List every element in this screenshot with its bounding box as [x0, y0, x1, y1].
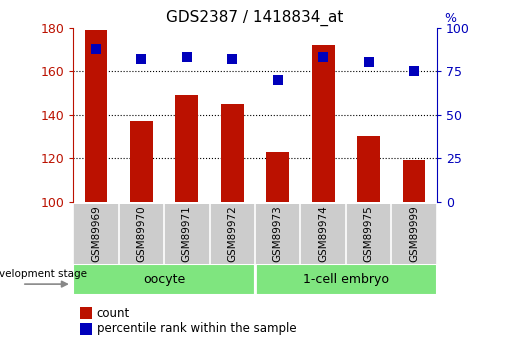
Point [410, 68, 418, 74]
Title: GDS2387 / 1418834_at: GDS2387 / 1418834_at [166, 10, 344, 26]
Point [183, 55, 191, 60]
Point [274, 77, 282, 83]
Text: GSM89969: GSM89969 [91, 205, 101, 262]
Text: %: % [444, 12, 456, 25]
Text: percentile rank within the sample: percentile rank within the sample [97, 322, 296, 335]
Point [319, 55, 327, 60]
Bar [84, 30, 107, 202]
Text: 1-cell embryo: 1-cell embryo [303, 273, 389, 286]
Text: GSM89971: GSM89971 [182, 205, 192, 262]
Bar [267, 152, 289, 202]
Text: development stage: development stage [0, 268, 87, 278]
Text: GSM89974: GSM89974 [318, 205, 328, 262]
Point [365, 60, 373, 65]
Bar [403, 160, 425, 202]
Bar [176, 95, 198, 202]
Text: GSM89970: GSM89970 [136, 205, 146, 262]
Bar [73, 264, 255, 295]
Text: GSM89999: GSM89999 [409, 205, 419, 262]
Bar [255, 264, 437, 295]
Text: oocyte: oocyte [143, 273, 185, 286]
Bar [312, 45, 334, 202]
Point [228, 56, 236, 62]
Point [92, 46, 100, 51]
Text: count: count [97, 307, 130, 320]
Bar [221, 104, 243, 202]
Bar [80, 323, 92, 335]
Bar [80, 307, 92, 319]
Bar [130, 121, 153, 202]
Text: GSM89972: GSM89972 [227, 205, 237, 262]
Text: GSM89973: GSM89973 [273, 205, 283, 262]
Bar [358, 137, 380, 202]
Point [137, 56, 145, 62]
Text: GSM89975: GSM89975 [364, 205, 374, 262]
